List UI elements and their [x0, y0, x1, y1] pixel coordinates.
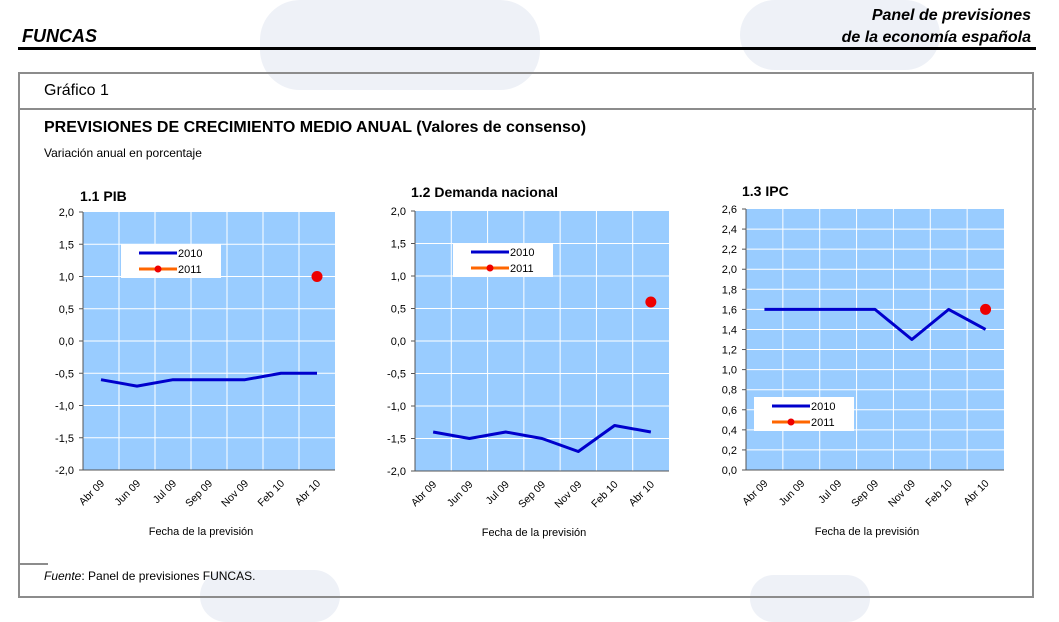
legend-label-2010: 2010	[178, 248, 202, 260]
background-watermark	[750, 575, 870, 622]
y-tick-label: -2,0	[387, 466, 406, 478]
series-point-2011	[980, 303, 992, 315]
x-axis-label: Fecha de la previsión	[815, 526, 920, 538]
x-tick-label: Jun 09	[445, 479, 476, 510]
source-label: Fuente	[44, 569, 82, 583]
legend-box	[754, 397, 854, 431]
y-tick-label: -1,0	[387, 401, 406, 413]
figure-frame	[18, 72, 1034, 598]
y-tick-label: 1,0	[391, 271, 406, 283]
x-tick-label: Feb 10	[923, 478, 955, 510]
y-tick-label: 0,4	[722, 425, 737, 437]
x-tick-label: Abr 10	[293, 478, 323, 508]
source-text: : Panel de previsiones FUNCAS.	[81, 569, 256, 583]
legend-marker-2011	[787, 418, 795, 426]
y-tick-label: 0,6	[722, 405, 737, 417]
chart-title: 1.1 PIB	[80, 188, 127, 204]
legend-label-2010: 2010	[811, 401, 835, 413]
x-axis-label: Fecha de la previsión	[482, 527, 587, 539]
chart-2: 1.2 Demanda nacional 2,0 1,5 1,0 0,5 0,0 -0,5 -…	[387, 184, 669, 539]
y-tick-label: 1,0	[59, 272, 74, 284]
legend-marker-2011	[154, 265, 162, 273]
series-point-2011	[311, 271, 323, 282]
series-line-2010	[432, 424, 652, 453]
x-axis-label: Fecha de la previsión	[149, 526, 254, 538]
x-tick-label: Feb 10	[589, 479, 621, 511]
x-tick-label: Sep 09	[183, 478, 215, 510]
y-tick-label: 2,0	[59, 207, 74, 219]
chart-3: 1.3 IPC 2,6 2,4 2,2 2,0 1,8 1,6 1,4 1,2 1,0 0,8 0,6…	[722, 183, 1004, 538]
y-tick-label: 1,6	[722, 304, 737, 316]
x-tick-label: Jun 09	[777, 478, 808, 509]
x-tick-label: Jun 09	[112, 478, 143, 509]
x-tick-label: Nov 09	[552, 479, 584, 511]
figure-subtitle: Variación anual en porcentaje	[44, 146, 202, 160]
figure-label: Gráfico 1	[44, 82, 109, 99]
y-tick-label: 2,6	[722, 204, 737, 216]
legend-box	[453, 243, 553, 277]
header-rule	[18, 47, 1036, 50]
x-tick-label: Abr 09	[77, 478, 107, 508]
figure-title: PREVISIONES DE CRECIMIENTO MEDIO ANUAL (…	[44, 119, 587, 136]
x-tick-label: Jul 09	[484, 479, 512, 507]
x-tick-label: Sep 09	[516, 479, 548, 511]
legend-label-2011: 2011	[510, 263, 534, 275]
x-tick-label: Abr 10	[627, 479, 657, 509]
x-tick-label: Abr 10	[961, 478, 991, 508]
y-tick-label: -1,5	[55, 433, 74, 445]
y-tick-label: -2,0	[55, 465, 74, 477]
background-watermark	[260, 0, 540, 90]
background-watermark	[740, 0, 940, 70]
y-tick-label: -1,5	[387, 434, 406, 446]
y-tick-label: 0,2	[722, 445, 737, 457]
y-tick-label: 2,0	[391, 206, 406, 218]
y-tick-label: 1,4	[722, 324, 737, 336]
x-tick-label: Jul 09	[151, 478, 179, 506]
legend-box	[121, 244, 221, 278]
x-tick-label: Jul 09	[816, 478, 844, 506]
figure-label-rule	[18, 108, 1036, 110]
x-tick-label: Nov 09	[886, 478, 918, 510]
legend-label-2010: 2010	[510, 247, 534, 259]
y-tick-label: 0,0	[59, 336, 74, 348]
y-tick-label: 1,0	[722, 365, 737, 377]
y-tick-label: -0,5	[55, 368, 74, 380]
y-tick-label: 1,8	[722, 284, 737, 296]
y-tick-label: 2,2	[722, 244, 737, 256]
source-note: Fuente: Panel de previsiones FUNCAS.	[44, 569, 255, 583]
x-tick-label: Abr 09	[740, 478, 770, 508]
header-title-line1: Panel de previsiones	[871, 7, 1031, 24]
source-rule	[18, 563, 48, 565]
header-title-line2: de la economía española	[841, 29, 1031, 46]
y-tick-label: 1,5	[391, 239, 406, 251]
y-tick-label: -1,0	[55, 401, 74, 413]
y-tick-label: 0,8	[722, 385, 737, 397]
series-line-2010	[100, 371, 317, 388]
legend-label-2011: 2011	[178, 264, 202, 276]
x-tick-label: Abr 09	[409, 479, 439, 509]
x-tick-label: Feb 10	[256, 478, 288, 510]
series-point-2011	[645, 296, 657, 308]
header-title: Panel de previsiones de la economía espa…	[842, 5, 1031, 49]
y-tick-label: 2,0	[722, 264, 737, 276]
y-tick-label: -0,5	[387, 369, 406, 381]
y-tick-label: 0,0	[722, 465, 737, 477]
legend-marker-2011	[486, 264, 494, 272]
y-tick-label: 1,2	[722, 345, 737, 357]
chart-title: 1.3 IPC	[742, 183, 789, 199]
legend-label-2011: 2011	[811, 417, 835, 429]
y-tick-label: 2,4	[722, 224, 737, 236]
y-tick-label: 0,5	[391, 304, 406, 316]
chart-1: 1.1 PIB2,01,51,00,50,0-0,5-1,0-1,5-2,0Ab…	[55, 188, 335, 538]
y-tick-label: 0,5	[59, 304, 74, 316]
brand-name: FUNCAS	[22, 26, 97, 46]
chart-title: 1.2 Demanda nacional	[411, 184, 558, 200]
y-tick-label: 1,5	[59, 239, 74, 251]
x-tick-label: Sep 09	[849, 478, 881, 510]
series-line-2010	[764, 307, 987, 341]
y-tick-label: 0,0	[391, 336, 406, 348]
x-tick-label: Nov 09	[219, 478, 251, 510]
